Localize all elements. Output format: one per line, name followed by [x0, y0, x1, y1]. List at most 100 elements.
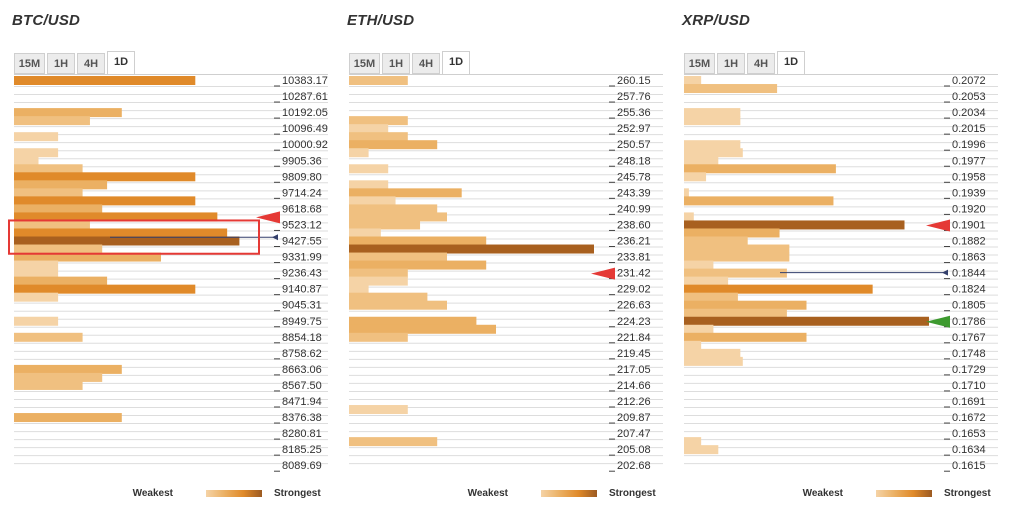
price-label: 243.39	[617, 187, 651, 199]
legend-weakest-label: Weakest	[132, 488, 173, 499]
level-bar	[349, 284, 369, 294]
current-price-pointer	[942, 269, 948, 276]
confluence-chart: 0.2072 0.2053 0.2034 0.2015 0.1996 0.1977 0.19…	[684, 75, 998, 472]
level-bar	[684, 300, 807, 310]
price-label: 217.05	[617, 364, 651, 376]
price-label: 240.99	[617, 203, 651, 215]
price-label: 0.2015	[952, 123, 986, 135]
price-label: 0.1634	[952, 444, 986, 456]
red-arrow-marker	[926, 219, 950, 232]
level-bar	[14, 380, 83, 390]
price-label: 10192.05	[282, 107, 328, 119]
price-label: 8376.38	[282, 412, 322, 424]
level-bar	[684, 324, 714, 334]
price-label: 0.1615	[952, 460, 986, 472]
green-arrow-marker	[926, 315, 950, 328]
price-label: 0.1653	[952, 428, 986, 440]
level-bar	[14, 172, 196, 182]
level-bar	[684, 164, 836, 174]
strength-legend: Weakest Strongest	[10, 488, 330, 502]
price-label: 0.1844	[952, 268, 986, 280]
legend-gradient	[541, 490, 597, 497]
price-label: 0.2072	[952, 75, 986, 87]
legend-weakest-label: Weakest	[467, 488, 508, 499]
level-bar	[349, 132, 408, 142]
price-label: 9236.43	[282, 268, 322, 280]
level-bar	[14, 332, 83, 342]
price-label: 8185.25	[282, 444, 322, 456]
legend-gradient	[206, 490, 262, 497]
level-bar	[349, 212, 447, 222]
level-bar	[14, 212, 218, 222]
price-label: 9140.87	[282, 284, 322, 296]
strength-legend: Weakest Strongest	[680, 488, 1000, 502]
price-label: 257.76	[617, 91, 651, 103]
level-bar	[14, 132, 59, 142]
level-bar	[349, 124, 389, 134]
tab-4h[interactable]: 4H	[412, 53, 440, 74]
price-label: 0.1786	[952, 316, 986, 328]
level-bar	[684, 244, 790, 254]
price-label: 0.1805	[952, 300, 986, 312]
tab-1h[interactable]: 1H	[382, 53, 410, 74]
price-label: 219.45	[617, 348, 651, 360]
level-bar	[349, 140, 438, 150]
price-label: 229.02	[617, 284, 651, 296]
tab-4h[interactable]: 4H	[77, 53, 105, 74]
tab-1h[interactable]: 1H	[717, 53, 745, 74]
level-bar	[14, 148, 59, 158]
tab-15m[interactable]: 15M	[14, 53, 45, 74]
price-label: 0.1977	[952, 155, 986, 167]
price-label: 0.1939	[952, 187, 986, 199]
confluence-chart: 260.15 257.76 255.36 252.97 250.57 248.18 245.…	[349, 75, 663, 472]
level-bar	[349, 244, 594, 254]
level-bar	[349, 116, 408, 126]
level-bar	[684, 148, 743, 158]
level-bar	[684, 348, 741, 358]
price-label: 0.1882	[952, 236, 986, 248]
level-bar	[14, 220, 90, 230]
tab-divider	[14, 74, 328, 75]
tab-15m[interactable]: 15M	[349, 53, 380, 74]
level-bar	[14, 252, 161, 262]
level-bar	[349, 228, 381, 238]
tab-4h[interactable]: 4H	[747, 53, 775, 74]
confluence-chart: 10383.17 10287.61 10192.05 10096.49 10000.92…	[8, 75, 328, 472]
legend-weakest-label: Weakest	[802, 488, 843, 499]
price-label: 205.08	[617, 444, 651, 456]
panel-title: XRP/USD	[682, 12, 751, 29]
price-label: 10000.92	[282, 139, 328, 151]
panel-xrp: XRP/USD 15M 1H 4H 1D 0.2072 0.2053 0.2034 0…	[680, 0, 1000, 507]
tab-15m[interactable]: 15M	[684, 53, 715, 74]
level-bar	[14, 413, 122, 423]
level-bar	[684, 260, 714, 270]
level-bar	[684, 268, 787, 278]
level-bar	[14, 76, 196, 85]
highlight-box	[8, 219, 260, 255]
price-label: 9045.31	[282, 300, 322, 312]
price-label: 252.97	[617, 123, 651, 135]
price-label: 10096.49	[282, 123, 328, 135]
level-bar	[14, 244, 103, 254]
price-label: 250.57	[617, 139, 651, 151]
level-bar	[684, 252, 790, 262]
price-label: 260.15	[617, 75, 651, 87]
tab-1d[interactable]: 1D	[107, 51, 135, 75]
level-bar	[684, 108, 741, 118]
price-label: 238.60	[617, 219, 651, 231]
level-bar	[349, 252, 447, 262]
level-bar	[14, 164, 83, 174]
price-label: 212.26	[617, 396, 651, 408]
level-bar	[684, 316, 929, 326]
level-bar	[349, 276, 408, 286]
price-label: 9714.24	[282, 187, 322, 199]
tab-divider	[349, 74, 663, 75]
legend-strongest-label: Strongest	[944, 488, 991, 499]
level-bar	[14, 268, 59, 278]
price-label: 9523.12	[282, 219, 322, 231]
level-bar	[684, 284, 873, 294]
level-bar	[349, 332, 408, 342]
tab-1h[interactable]: 1H	[47, 53, 75, 74]
level-bar	[349, 405, 408, 415]
red-arrow-marker	[256, 211, 280, 224]
